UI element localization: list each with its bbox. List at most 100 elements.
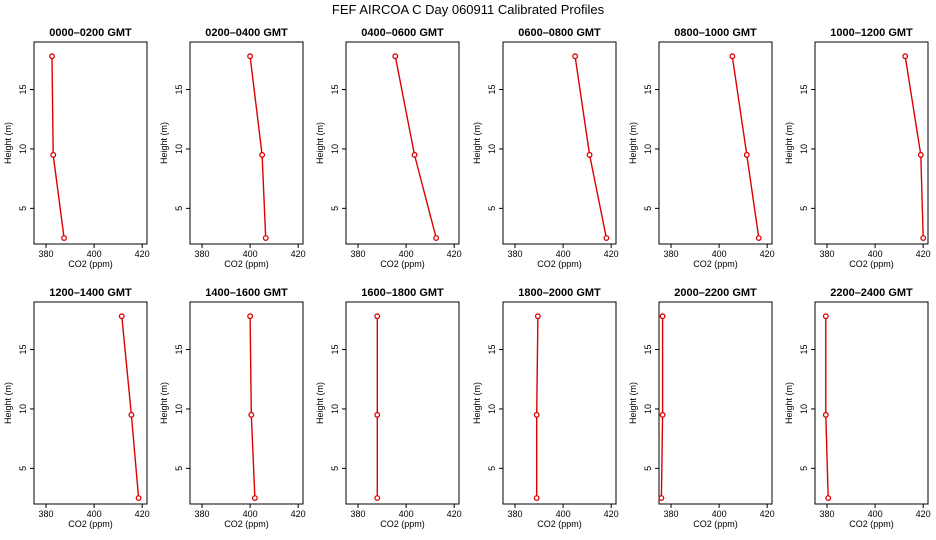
y-tick-label: 5: [330, 466, 340, 471]
y-tick-label: 15: [487, 345, 497, 355]
data-point: [534, 313, 541, 320]
data-point: [374, 411, 381, 418]
x-axis-label: CO2 (ppm): [68, 519, 113, 529]
data-point: [822, 313, 829, 320]
y-tick-label: 5: [174, 466, 184, 471]
y-tick-label: 5: [18, 206, 28, 211]
panel-title: 1000–1200 GMT: [830, 27, 913, 39]
data-point: [822, 411, 829, 418]
data-point: [902, 53, 909, 60]
y-tick-label: 10: [799, 404, 809, 414]
x-tick-label: 400: [712, 249, 727, 259]
x-tick-label: 400: [87, 249, 102, 259]
data-point: [659, 411, 666, 418]
profile-line: [660, 316, 664, 499]
y-tick-label: 10: [330, 144, 340, 154]
plot-frame: [33, 301, 148, 505]
panel-title: 0800–1000 GMT: [674, 27, 757, 39]
y-axis-label: Height (m): [784, 122, 794, 164]
x-tick-label: 420: [135, 249, 150, 259]
y-tick-label: 5: [18, 466, 28, 471]
profile-line: [121, 316, 140, 499]
x-tick-label: 380: [195, 249, 210, 259]
data-point: [374, 313, 381, 320]
x-tick-label: 420: [760, 509, 775, 519]
x-tick-label: 420: [135, 509, 150, 519]
x-axis-label: CO2 (ppm): [849, 259, 894, 269]
panel-title: 2200–2400 GMT: [830, 287, 913, 299]
x-tick-label: 380: [664, 509, 679, 519]
data-point: [135, 495, 142, 502]
y-axis-label: Height (m): [315, 382, 325, 424]
x-tick-label: 400: [556, 249, 571, 259]
panel-12: 2200–2400 GMT 380 400 420 5 10 15 CO2 (ppm) Heig…: [784, 287, 931, 529]
x-tick-label: 380: [195, 509, 210, 519]
y-axis-label: Height (m): [159, 382, 169, 424]
data-point: [658, 495, 665, 502]
panel-title: 0000–0200 GMT: [49, 27, 132, 39]
y-axis-label: Height (m): [315, 122, 325, 164]
y-tick-label: 5: [487, 206, 497, 211]
panel-1: 0000–0200 GMT 380 400 420 5 10 15 CO2 (ppm) Heig…: [3, 27, 150, 269]
x-tick-label: 400: [556, 509, 571, 519]
y-tick-label: 15: [643, 85, 653, 95]
y-tick-label: 15: [174, 85, 184, 95]
data-point: [251, 495, 258, 502]
plot-frame: [345, 301, 460, 505]
data-point: [392, 53, 399, 60]
data-point: [920, 235, 927, 242]
profile-line: [394, 56, 437, 239]
y-tick-label: 15: [487, 85, 497, 95]
y-tick-label: 10: [799, 144, 809, 154]
data-point: [411, 151, 418, 158]
x-axis-label: CO2 (ppm): [224, 519, 269, 529]
x-tick-label: 380: [39, 249, 54, 259]
y-tick-label: 15: [643, 345, 653, 355]
y-tick-label: 15: [330, 85, 340, 95]
profile-line: [904, 56, 924, 239]
x-tick-label: 420: [916, 249, 931, 259]
data-point: [50, 151, 57, 158]
data-point: [118, 313, 125, 320]
y-tick-label: 15: [18, 85, 28, 95]
x-tick-label: 400: [87, 509, 102, 519]
x-tick-label: 380: [664, 249, 679, 259]
x-tick-label: 420: [447, 249, 462, 259]
y-tick-label: 15: [18, 345, 28, 355]
x-tick-label: 400: [868, 249, 883, 259]
data-point: [49, 53, 55, 60]
profile-line: [731, 56, 760, 239]
data-point: [586, 151, 593, 158]
x-axis-label: CO2 (ppm): [537, 519, 582, 529]
panel-3: 0400–0600 GMT 380 400 420 5 10 15 CO2 (ppm) Heig…: [315, 27, 462, 269]
y-tick-label: 5: [330, 206, 340, 211]
plot-frame: [33, 41, 148, 245]
data-point: [825, 495, 832, 502]
x-axis-label: CO2 (ppm): [380, 259, 425, 269]
x-tick-label: 380: [351, 509, 366, 519]
y-tick-label: 5: [799, 206, 809, 211]
y-tick-label: 15: [330, 345, 340, 355]
y-axis-label: Height (m): [628, 122, 638, 164]
plot-frame: [814, 301, 929, 505]
y-axis-label: Height (m): [472, 382, 482, 424]
panel-11: 2000–2200 GMT 380 400 420 5 10 15 CO2 (ppm) Heig…: [628, 287, 775, 529]
data-point: [259, 151, 266, 158]
profile-line: [574, 56, 608, 239]
panel-5: 0800–1000 GMT 380 400 420 5 10 15 CO2 (ppm) Heig…: [628, 27, 775, 269]
x-axis-label: CO2 (ppm): [224, 259, 269, 269]
data-point: [659, 313, 666, 320]
data-point: [603, 235, 610, 242]
y-tick-label: 5: [487, 466, 497, 471]
y-axis-label: Height (m): [3, 122, 13, 164]
x-tick-label: 420: [291, 249, 306, 259]
x-tick-label: 380: [508, 509, 523, 519]
y-tick-label: 5: [174, 206, 184, 211]
x-tick-label: 420: [604, 509, 619, 519]
panel-8: 1400–1600 GMT 380 400 420 5 10 15 CO2 (ppm) Heig…: [159, 287, 306, 529]
panel-4: 0600–0800 GMT 380 400 420 5 10 15 CO2 (ppm) Heig…: [472, 27, 619, 269]
y-tick-label: 10: [487, 404, 497, 414]
y-tick-label: 10: [330, 404, 340, 414]
figure-title: FEF AIRCOA C Day 060911 Calibrated Profi…: [332, 2, 605, 17]
